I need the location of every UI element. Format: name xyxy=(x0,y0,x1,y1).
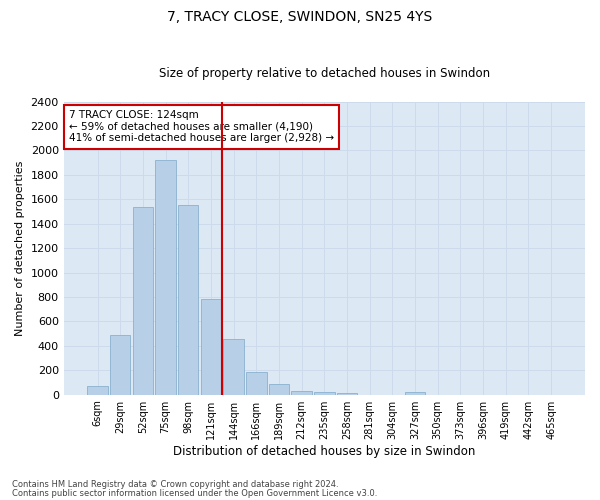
Bar xyxy=(155,160,176,394)
X-axis label: Distribution of detached houses by size in Swindon: Distribution of detached houses by size … xyxy=(173,444,476,458)
Text: 7 TRACY CLOSE: 124sqm
← 59% of detached houses are smaller (4,190)
41% of semi-d: 7 TRACY CLOSE: 124sqm ← 59% of detached … xyxy=(69,110,334,144)
Bar xyxy=(337,393,357,394)
Bar xyxy=(178,206,199,394)
Bar xyxy=(133,206,153,394)
Bar xyxy=(201,300,221,394)
Bar xyxy=(405,392,425,394)
Bar xyxy=(223,338,244,394)
Bar xyxy=(110,335,130,394)
Title: Size of property relative to detached houses in Swindon: Size of property relative to detached ho… xyxy=(159,66,490,80)
Y-axis label: Number of detached properties: Number of detached properties xyxy=(15,160,25,336)
Bar xyxy=(246,372,266,394)
Bar xyxy=(314,392,335,394)
Text: Contains HM Land Registry data © Crown copyright and database right 2024.: Contains HM Land Registry data © Crown c… xyxy=(12,480,338,489)
Bar xyxy=(269,384,289,394)
Text: 7, TRACY CLOSE, SWINDON, SN25 4YS: 7, TRACY CLOSE, SWINDON, SN25 4YS xyxy=(167,10,433,24)
Text: Contains public sector information licensed under the Open Government Licence v3: Contains public sector information licen… xyxy=(12,488,377,498)
Bar xyxy=(292,391,312,394)
Bar xyxy=(88,386,108,394)
